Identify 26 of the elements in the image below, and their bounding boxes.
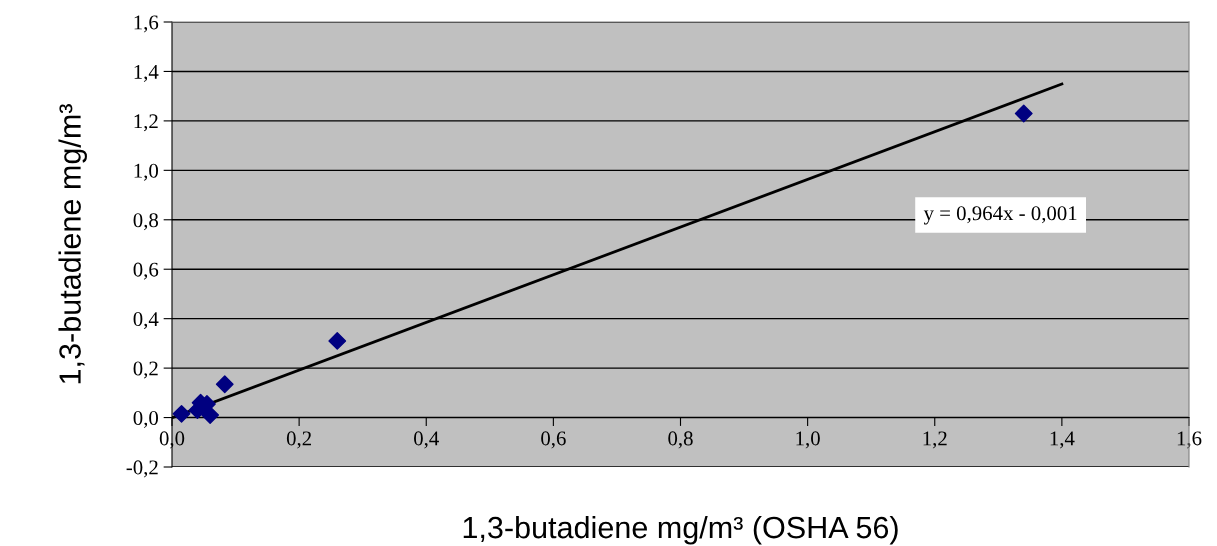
y-tick-label: 0,0	[133, 410, 159, 428]
y-tick-label: 1,4	[134, 64, 159, 82]
y-tick-label: 1,2	[134, 114, 158, 132]
x-tick-label: 0,2	[286, 431, 311, 449]
x-tick-label: 1,0	[796, 431, 820, 449]
point	[1014, 104, 1033, 123]
point	[172, 404, 191, 423]
y-tick-label: 1,6	[134, 15, 159, 33]
annotation: y = 0,964x - 0,001	[923, 206, 1077, 225]
point	[328, 332, 347, 350]
x-tick-label: 0,8	[668, 431, 693, 449]
y-tick-label: -0,2	[126, 460, 158, 478]
x-tick-label: 0,4	[414, 431, 439, 449]
y-axis-title: 1,3-butadiene mg/m³	[58, 104, 87, 384]
x-axis-title: 1,3-butadiene mg/m³ (OSHA 56)	[463, 515, 898, 545]
point	[215, 375, 234, 394]
x-tick-label: 1,6	[1177, 431, 1202, 449]
x-tick-label: 1,4	[1050, 431, 1075, 449]
x-tick-label: 0,6	[541, 431, 566, 449]
y-tick-label: 0,4	[133, 312, 159, 330]
y-tick-label: 0,8	[133, 213, 159, 231]
y-tick-label: 1,0	[134, 163, 159, 181]
point	[201, 406, 220, 424]
y-tick-label: 0,2	[133, 361, 158, 379]
x-tick-label: 1,2	[923, 431, 947, 449]
y-tick-label: 0,6	[133, 262, 159, 280]
